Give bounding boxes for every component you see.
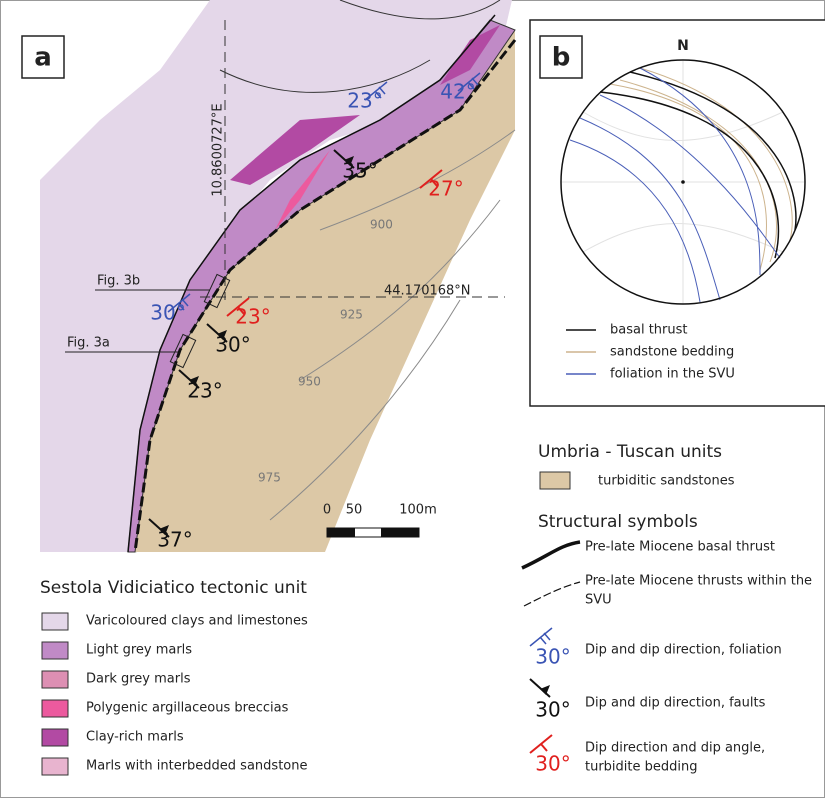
legend-swatch: [42, 642, 68, 659]
dip-label: 30°: [150, 301, 185, 325]
scale-bar: [381, 528, 419, 537]
legend-symbol: 30°: [535, 752, 570, 776]
legend-text: Light grey marls: [86, 643, 192, 658]
legend-text: Clay-rich marls: [86, 730, 184, 745]
legend-text: Dark grey marls: [86, 672, 191, 687]
dip-label: 37°: [157, 528, 192, 552]
scale-bar: [327, 528, 355, 537]
dip-label: 23°: [347, 89, 382, 113]
legend-symbol: 30°: [535, 698, 570, 722]
legend-title: Umbria - Tuscan units: [538, 442, 722, 462]
scale-label: 100m: [399, 503, 436, 518]
dip-label: 23°: [235, 305, 270, 329]
figure: a 10.8600727°E 44.170168°N Fig. 3b Fig. …: [0, 0, 825, 798]
dip-label: 27°: [428, 177, 463, 201]
legend-swatch: [42, 758, 68, 775]
fig-ref: Fig. 3a: [67, 336, 110, 351]
legend-swatch: [42, 613, 68, 630]
legend-text: Dip and dip direction, faults: [585, 696, 766, 711]
north-label: N: [677, 38, 689, 54]
legend-title: Sestola Vidiciatico tectonic unit: [40, 578, 307, 598]
dip-label: 30°: [215, 333, 250, 357]
legend-text: Pre-late Miocene basal thrust: [585, 540, 775, 555]
legend-swatch: [42, 700, 68, 717]
stereonet-panel: b N basal thrust sandstone bedding foliati…: [530, 20, 825, 406]
legend-text: SVU: [585, 593, 612, 608]
legend-text: Dip and dip direction, foliation: [585, 643, 782, 658]
legend-title: Structural symbols: [538, 512, 698, 532]
legend-swatch: [42, 671, 68, 688]
legend-text: sandstone bedding: [610, 345, 734, 360]
contour-label: 950: [298, 375, 321, 389]
longitude: 10.8600727°E: [211, 103, 226, 196]
legend-swatch: [540, 472, 570, 489]
fig-ref: Fig. 3b: [97, 274, 140, 289]
legend-swatch: [42, 729, 68, 746]
center: [681, 180, 685, 184]
legend-text: foliation in the SVU: [610, 367, 735, 382]
panel-label: a: [34, 43, 52, 73]
dip-label: 35°: [342, 159, 377, 183]
legend-text: Marls with interbedded sandstone: [86, 759, 307, 774]
legend-text: turbidite bedding: [585, 760, 698, 775]
legend-text: basal thrust: [610, 323, 688, 338]
legend-symbol: 30°: [535, 645, 570, 669]
scale-label: 50: [346, 503, 363, 518]
legend-text: Polygenic argillaceous breccias: [86, 701, 289, 716]
contour-label: 900: [370, 218, 393, 232]
legend-text: turbiditic sandstones: [598, 474, 735, 489]
scale-label: 0: [323, 503, 331, 518]
legend-text: Dip direction and dip angle,: [585, 741, 765, 756]
panel-label: b: [552, 43, 571, 73]
latitude: 44.170168°N: [384, 284, 471, 299]
contour-label: 925: [340, 308, 363, 322]
legend-text: Pre-late Miocene thrusts within the: [585, 574, 812, 589]
dip-label: 23°: [187, 379, 222, 403]
legend-text: Varicoloured clays and limestones: [86, 614, 308, 629]
contour-label: 975: [258, 471, 281, 485]
dip-label: 42°: [440, 80, 475, 104]
